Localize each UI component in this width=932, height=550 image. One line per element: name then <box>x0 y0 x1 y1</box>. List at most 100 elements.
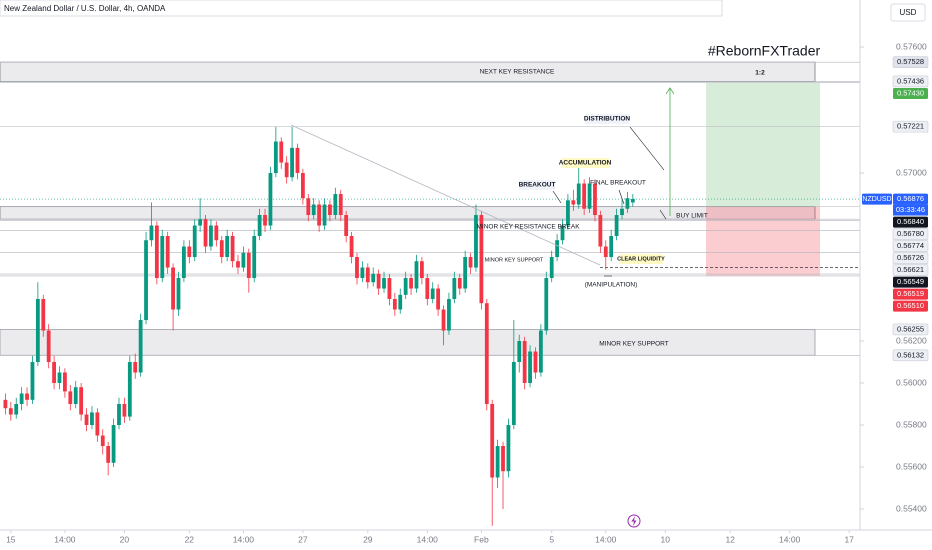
x-tick-label: 10 <box>661 534 671 544</box>
currency[interactable]: USD <box>900 8 917 17</box>
candle-body <box>46 330 51 363</box>
candle-body <box>479 215 484 304</box>
candle-body <box>133 362 138 373</box>
candle-body <box>311 204 316 216</box>
y-tick-label: 0.57600 <box>896 41 927 51</box>
x-tick-label: 14:00 <box>595 534 617 544</box>
price-label: 0.56876 <box>897 194 924 203</box>
candle-body <box>398 294 403 310</box>
candle-body <box>392 299 397 310</box>
candle-body <box>614 215 619 237</box>
price-label-box <box>893 288 928 300</box>
candle-body <box>68 391 73 405</box>
candle-body <box>344 215 349 237</box>
arrow <box>552 190 562 204</box>
candle-body <box>382 278 386 289</box>
candle-body <box>290 147 294 178</box>
arrow <box>659 209 667 220</box>
countdown-box <box>893 204 928 216</box>
candle-body <box>263 215 267 226</box>
annotation-bg <box>519 180 555 190</box>
candle-body <box>484 303 489 405</box>
candle-body <box>100 435 105 447</box>
candle-body <box>317 204 322 226</box>
header: New Zealand Dollar / U.S. Dollar, 4h, OA… <box>4 4 166 13</box>
candle-body <box>593 183 597 216</box>
price-label: 0.56840 <box>897 217 924 226</box>
x-tick-label: 29 <box>363 534 373 544</box>
candle-body <box>73 387 78 405</box>
candle-body <box>138 320 143 373</box>
price-label: 0.56726 <box>897 253 924 262</box>
y-tick-label: 0.57000 <box>896 167 927 177</box>
candle-body <box>522 341 527 384</box>
price-label-box <box>893 87 928 99</box>
candle-body <box>306 198 311 216</box>
candle-body <box>160 236 165 279</box>
annotation: BUY LIMIT <box>676 213 708 220</box>
arrow <box>618 189 625 205</box>
candle-body <box>149 225 154 241</box>
price-label-box <box>892 228 929 240</box>
candle-body <box>474 215 478 268</box>
candle-body <box>555 240 560 258</box>
y-tick-label: 0.56000 <box>896 377 927 387</box>
candle-body <box>111 425 116 463</box>
candle-body <box>549 257 554 279</box>
price-label: 0.56621 <box>897 265 924 274</box>
candle-body <box>25 393 29 400</box>
candle-body <box>609 236 614 258</box>
candle-body <box>192 225 197 258</box>
candle-body <box>209 225 213 247</box>
candle-body <box>490 404 495 478</box>
price-label-box <box>892 240 929 252</box>
candle-body <box>117 404 121 426</box>
price-label: 0.56132 <box>897 350 924 359</box>
stop-zone <box>706 206 820 276</box>
price-label: 0.56549 <box>897 277 924 286</box>
candle-body <box>338 194 343 216</box>
x-tick-label: 14:00 <box>54 534 76 544</box>
candle-body <box>84 414 89 426</box>
price-label: 0.56780 <box>897 229 924 238</box>
candle-body <box>409 278 413 289</box>
candle-body <box>284 162 289 178</box>
candle-body <box>387 278 392 300</box>
price-label-box <box>893 276 928 288</box>
candle-body <box>576 183 581 205</box>
candle-body <box>571 200 576 205</box>
candle-body <box>198 219 203 226</box>
candle-body <box>181 246 186 279</box>
candle-body <box>511 362 516 426</box>
price-label: 0.56774 <box>897 241 924 250</box>
y-tick-label: 0.55600 <box>896 461 927 471</box>
candle-body <box>41 299 46 331</box>
candle-body <box>630 199 635 203</box>
drawings-back <box>0 61 860 356</box>
candle-body <box>333 194 338 216</box>
price-label-box <box>892 252 929 264</box>
price-label-box <box>892 349 929 362</box>
watermark: #RebornFXTrader <box>708 43 821 59</box>
x-tick-label: 17 <box>844 534 854 544</box>
candle-body <box>57 372 62 384</box>
price-label-box <box>892 56 929 68</box>
candle-body <box>419 261 424 279</box>
currency-button[interactable] <box>890 3 926 22</box>
x-tick-label: 20 <box>120 534 130 544</box>
price-label: 0.56519 <box>897 289 924 298</box>
annotation: FINAL BREAKOUT <box>590 180 646 187</box>
candle-body <box>79 387 84 415</box>
candle-body <box>144 240 148 321</box>
candle-body <box>517 341 522 363</box>
candle-body <box>436 288 441 310</box>
candle-body <box>30 362 35 400</box>
candle-body <box>219 240 224 258</box>
candle-body <box>603 246 608 258</box>
candle-body <box>19 393 24 405</box>
candle-body <box>506 425 511 472</box>
candle-body <box>273 141 278 174</box>
candle-body <box>122 404 127 417</box>
annotation: MINOR KEY SUPPORT <box>485 257 544 263</box>
candle-body <box>538 330 543 373</box>
